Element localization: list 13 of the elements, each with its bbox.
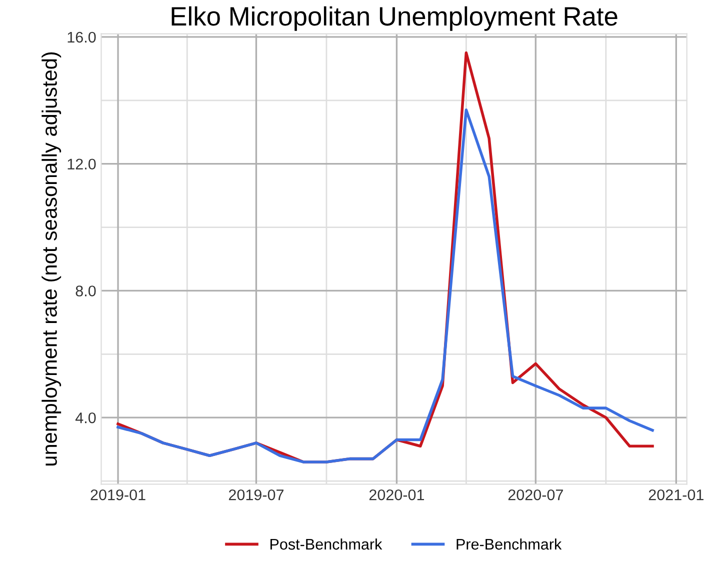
y-tick-label: 16.0	[68, 32, 96, 43]
legend-label: Pre-Benchmark	[456, 538, 562, 550]
y-tick-label: 12.0	[68, 158, 96, 170]
x-tick-label: 2020-07	[508, 489, 563, 500]
x-tick-label: 2020-01	[369, 489, 424, 500]
y-tick-label: 8.0	[76, 286, 96, 296]
x-tick-label: 2019-07	[228, 489, 284, 500]
y-axis-title: unemployment rate (not seasonally adjusted)	[42, 52, 62, 466]
legend-label: Post-Benchmark	[270, 538, 382, 550]
chart-title: Elko Micropolitan Unemployment Rate	[172, 6, 618, 31]
x-tick-label: 2019-01	[90, 489, 146, 500]
y-tick-label: 4.0	[75, 412, 96, 424]
x-tick-label: 2021-01	[648, 489, 704, 500]
